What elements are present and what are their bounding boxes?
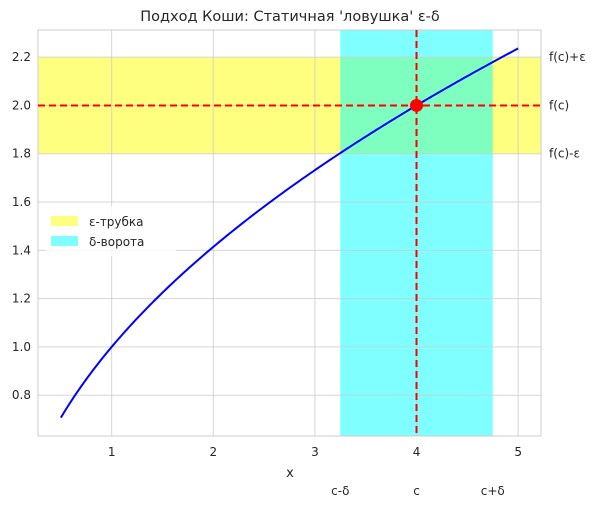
right-annotation: f(c) — [549, 98, 569, 112]
y-tick-label: 1.6 — [12, 195, 31, 209]
x-tick-label: 3 — [311, 445, 319, 459]
y-tick-label: 1.0 — [12, 340, 31, 354]
y-tick-label: 1.2 — [12, 292, 31, 306]
x-tick-label: 5 — [514, 445, 522, 459]
legend-swatch — [51, 216, 78, 226]
chart-title: Подход Коши: Статичная 'ловушка' ε-δ — [140, 9, 440, 25]
legend-label: δ-ворота — [89, 235, 144, 249]
right-annotation: f(c)-ε — [549, 147, 580, 161]
point-c-fc — [410, 98, 424, 112]
plot-frame — [37, 29, 542, 437]
y-tick-label: 1.8 — [12, 147, 31, 161]
legend-swatch — [51, 236, 78, 246]
legend-box — [46, 206, 176, 256]
bottom-annotation: c+δ — [481, 484, 505, 498]
x-axis-label: x — [286, 466, 294, 481]
legend: ε-трубка δ-ворота — [46, 206, 176, 256]
bottom-annotation: c-δ — [331, 484, 349, 498]
y-tick-label: 1.4 — [12, 243, 31, 257]
x-tick-label: 1 — [108, 445, 116, 459]
legend-label: ε-трубка — [89, 215, 144, 229]
x-tick-label: 2 — [209, 445, 217, 459]
sqrt-curve — [60, 47, 519, 419]
y-tick-label: 0.8 — [12, 388, 31, 402]
y-tick-label: 2.2 — [12, 50, 31, 64]
bottom-annotation: c — [413, 484, 420, 498]
x-tick-label: 4 — [413, 445, 421, 459]
right-annotation: f(c)+ε — [549, 50, 586, 64]
y-tick-label: 2.0 — [12, 98, 31, 112]
